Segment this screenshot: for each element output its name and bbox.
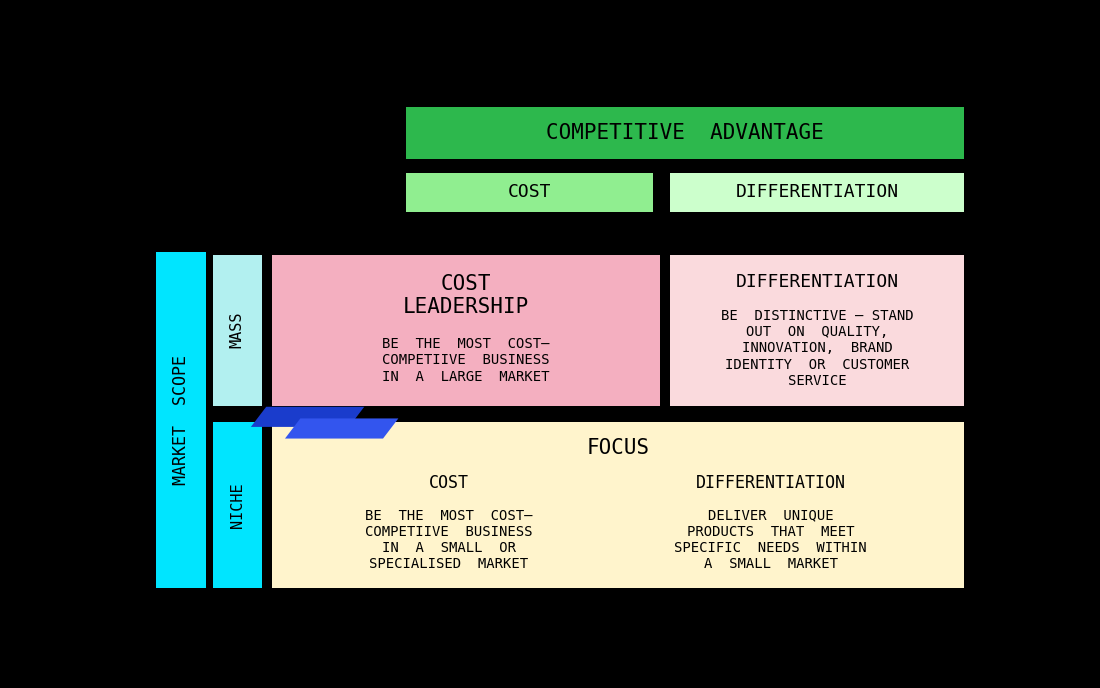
Text: BE  THE  MOST  COST–
COMPETIIVE  BUSINESS
IN  A  LARGE  MARKET: BE THE MOST COST– COMPETIIVE BUSINESS IN… bbox=[383, 337, 550, 384]
Bar bbox=[406, 173, 653, 213]
Text: FOCUS: FOCUS bbox=[586, 438, 650, 458]
Text: BE  DISTINCTIVE – STAND
OUT  ON  QUALITY,
INNOVATION,  BRAND
IDENTITY  OR  CUSTO: BE DISTINCTIVE – STAND OUT ON QUALITY, I… bbox=[722, 309, 914, 388]
Polygon shape bbox=[285, 418, 398, 438]
Bar bbox=[212, 255, 262, 406]
Text: DIFFERENTIATION: DIFFERENTIATION bbox=[736, 184, 899, 202]
Text: DIFFERENTIATION: DIFFERENTIATION bbox=[695, 474, 846, 493]
Text: COST: COST bbox=[429, 474, 469, 493]
Text: DELIVER  UNIQUE
PRODUCTS  THAT  MEET
SPECIFIC  NEEDS  WITHIN
A  SMALL  MARKET: DELIVER UNIQUE PRODUCTS THAT MEET SPECIF… bbox=[674, 509, 867, 572]
Text: BE  THE  MOST  COST–
COMPETIIVE  BUSINESS
IN  A  SMALL  OR
SPECIALISED  MARKET: BE THE MOST COST– COMPETIIVE BUSINESS IN… bbox=[365, 509, 532, 572]
Text: COMPETITIVE  ADVANTAGE: COMPETITIVE ADVANTAGE bbox=[547, 123, 824, 143]
Text: MASS: MASS bbox=[230, 312, 244, 349]
Text: COST
LEADERSHIP: COST LEADERSHIP bbox=[403, 274, 529, 317]
Polygon shape bbox=[251, 407, 364, 427]
Bar bbox=[406, 107, 965, 160]
Bar bbox=[212, 422, 262, 588]
Text: DIFFERENTIATION: DIFFERENTIATION bbox=[736, 273, 899, 291]
Text: NICHE: NICHE bbox=[230, 482, 244, 528]
Bar bbox=[670, 255, 965, 406]
Text: COST: COST bbox=[508, 184, 551, 202]
Bar bbox=[156, 252, 206, 588]
Bar bbox=[272, 422, 965, 588]
Bar bbox=[272, 255, 660, 406]
Bar bbox=[670, 173, 965, 213]
Text: MARKET  SCOPE: MARKET SCOPE bbox=[172, 355, 190, 485]
